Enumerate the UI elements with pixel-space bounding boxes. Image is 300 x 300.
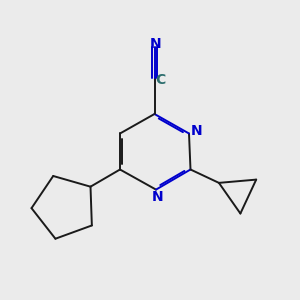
- Text: N: N: [191, 124, 202, 138]
- Text: C: C: [155, 73, 165, 86]
- Text: N: N: [152, 190, 163, 204]
- Text: N: N: [150, 37, 162, 51]
